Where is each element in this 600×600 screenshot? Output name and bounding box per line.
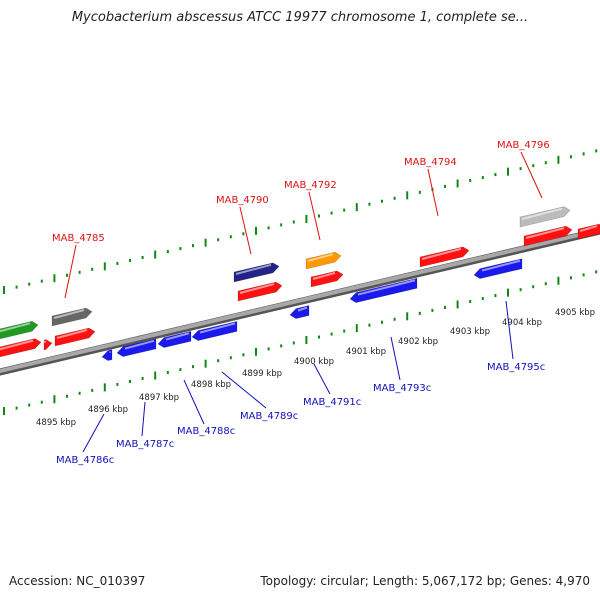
gene-label-leader <box>82 413 105 453</box>
gene-feature-gray[interactable] <box>51 307 93 327</box>
gene-feature-orange-shape[interactable] <box>305 251 342 270</box>
chromosome-backbone <box>0 227 600 374</box>
scale-label: 4904 kbp <box>502 318 542 328</box>
gene-feature-blue[interactable] <box>289 305 310 319</box>
gene-feature-navy-shape[interactable] <box>233 262 280 283</box>
gene-feature-green[interactable] <box>0 320 39 340</box>
gene-label-mab-4788c[interactable]: MAB_4788c <box>177 426 235 437</box>
gene-feature-red-highlight <box>421 247 462 260</box>
scale-label: 4896 kbp <box>88 405 128 415</box>
gene-feature-green-shape[interactable] <box>0 320 39 340</box>
gene-feature-navy-highlight <box>235 263 272 275</box>
gene-feature-blue[interactable] <box>116 338 157 357</box>
gene-feature-red-highlight <box>239 283 275 294</box>
gene-label-leader <box>390 336 401 381</box>
gene-feature-red-highlight <box>0 339 34 351</box>
lower-scale-ruler <box>3 270 598 416</box>
gene-feature-gray-shape[interactable] <box>51 307 93 327</box>
gene-feature-blue[interactable] <box>191 321 238 341</box>
gene-feature-blue[interactable] <box>349 277 418 303</box>
scale-label: 4899 kbp <box>242 369 282 379</box>
genome-summary-text: Topology: circular; Length: 5,067,172 bp… <box>260 574 590 588</box>
gene-feature-lightgray-highlight <box>521 207 563 220</box>
scale-label: 4897 kbp <box>139 393 179 403</box>
gene-feature-blue[interactable] <box>473 258 523 279</box>
gene-feature-blue-highlight <box>357 279 416 296</box>
gene-label-mab-4796[interactable]: MAB_4796 <box>497 140 550 151</box>
gene-label-mab-4792[interactable]: MAB_4792 <box>284 180 337 191</box>
scale-label: 4901 kbp <box>346 347 386 357</box>
gene-label-leader <box>64 244 77 299</box>
gene-feature-red-highlight <box>312 271 336 280</box>
accession-text: Accession: NC_010397 <box>9 574 146 588</box>
gene-label-leader <box>520 151 543 199</box>
gene-feature-red-shape[interactable] <box>0 338 42 358</box>
gene-feature-red-highlight <box>56 329 88 339</box>
gene-feature-red[interactable] <box>577 223 600 240</box>
scale-label: 4905 kbp <box>555 308 595 318</box>
gene-feature-red-shape[interactable] <box>419 246 470 268</box>
gene-feature-blue[interactable] <box>157 330 192 348</box>
gene-feature-blue-highlight <box>297 306 308 312</box>
scale-label: 4898 kbp <box>191 380 231 390</box>
map-title: Mycobacterium abscessus ATCC 19977 chrom… <box>71 10 529 25</box>
gene-label-mab-4794[interactable]: MAB_4794 <box>404 157 457 168</box>
gene-label-leader <box>221 371 267 409</box>
gene-feature-red[interactable] <box>43 339 53 351</box>
gene-label-leader <box>141 401 146 437</box>
gene-feature-red[interactable] <box>419 246 470 268</box>
gene-feature-lightgray[interactable] <box>519 206 571 228</box>
gene-feature-blue-highlight <box>199 322 236 334</box>
gene-feature-blue-highlight <box>481 259 521 272</box>
gene-feature-red[interactable] <box>237 281 283 302</box>
gene-label-leader <box>313 363 331 395</box>
gene-feature-red[interactable] <box>0 338 42 358</box>
gene-feature-red-shape[interactable] <box>310 270 344 288</box>
gene-feature-red-shape[interactable] <box>43 339 53 351</box>
gene-feature-blue[interactable] <box>101 349 113 361</box>
gene-feature-blue-shape[interactable] <box>101 349 113 361</box>
gene-label-mab-4795c[interactable]: MAB_4795c <box>487 362 545 373</box>
gene-label-mab-4787c[interactable]: MAB_4787c <box>116 439 174 450</box>
gene-feature-green-highlight <box>0 322 31 333</box>
gene-feature-red-highlight <box>579 225 598 232</box>
scale-label: 4902 kbp <box>398 337 438 347</box>
gene-feature-red[interactable] <box>310 270 344 288</box>
gene-feature-red-shape[interactable] <box>54 327 96 347</box>
gene-feature-red-shape[interactable] <box>237 281 283 302</box>
gene-label-leader <box>308 191 321 241</box>
gene-label-leader <box>505 300 514 360</box>
gene-label-mab-4789c[interactable]: MAB_4789c <box>240 411 298 422</box>
scale-label: 4900 kbp <box>294 357 334 367</box>
gene-feature-orange-highlight <box>307 253 334 262</box>
upper-scale-ruler <box>3 149 598 295</box>
gene-feature-navy[interactable] <box>233 262 280 283</box>
gene-feature-red[interactable] <box>523 225 573 247</box>
gene-feature-orange[interactable] <box>305 251 342 270</box>
gene-feature-blue-highlight <box>165 332 190 341</box>
gene-feature-red[interactable] <box>54 327 96 347</box>
scale-label: 4895 kbp <box>36 418 76 428</box>
gene-feature-blue-highlight <box>124 339 155 350</box>
gene-feature-red-shape[interactable] <box>523 225 573 247</box>
gene-feature-red-highlight <box>525 227 565 239</box>
gene-label-mab-4790[interactable]: MAB_4790 <box>216 195 269 206</box>
gene-label-leader <box>183 379 205 425</box>
gene-label-mab-4791c[interactable]: MAB_4791c <box>303 397 361 408</box>
gene-label-mab-4793c[interactable]: MAB_4793c <box>373 383 431 394</box>
gene-feature-gray-highlight <box>53 309 85 319</box>
gene-label-leader <box>427 168 439 217</box>
gene-label-mab-4786c[interactable]: MAB_4786c <box>56 455 114 466</box>
scale-label: 4903 kbp <box>450 327 490 337</box>
gene-feature-lightgray-shape[interactable] <box>519 206 571 228</box>
gene-label-mab-4785[interactable]: MAB_4785 <box>52 233 105 244</box>
gene-label-leader <box>239 206 252 255</box>
